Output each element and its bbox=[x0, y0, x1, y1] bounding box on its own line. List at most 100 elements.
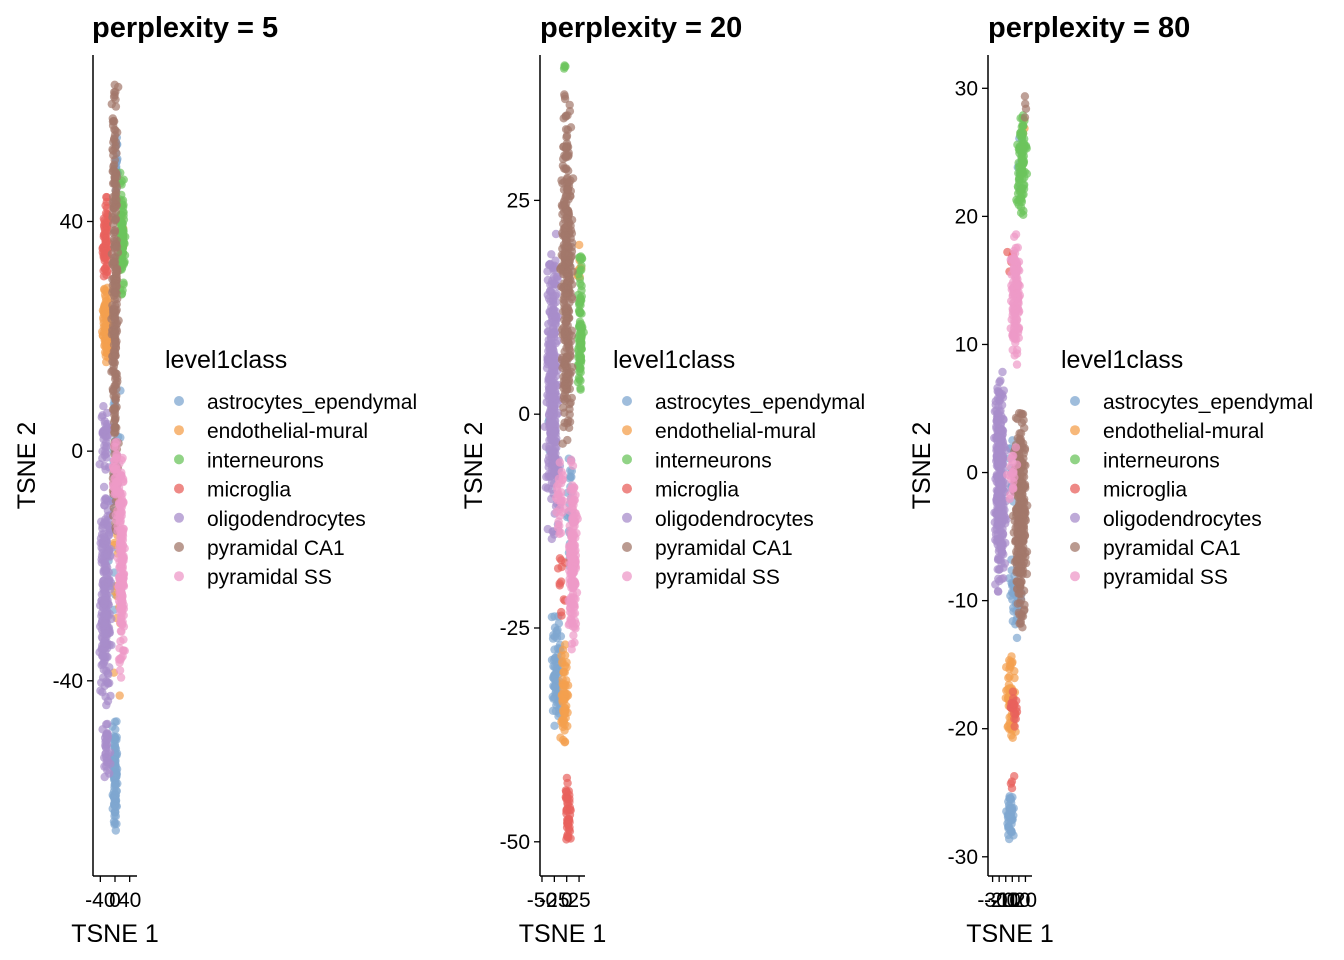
y-tick-label: -20 bbox=[948, 718, 978, 741]
point-pyramidal-ss bbox=[555, 529, 564, 539]
point-oligodendrocytes bbox=[545, 259, 555, 269]
point-astrocytes-ependymal bbox=[112, 819, 121, 829]
point-interneurons bbox=[119, 278, 128, 287]
point-pyramidal-ss bbox=[564, 620, 573, 630]
point-pyramidal-ss bbox=[567, 554, 577, 563]
point-oligodendrocytes bbox=[544, 294, 554, 303]
point-pyramidal-ca1 bbox=[563, 221, 573, 230]
point-pyramidal-ss bbox=[1011, 443, 1021, 452]
point-pyramidal-ca1 bbox=[108, 405, 118, 414]
point-astrocytes-ependymal bbox=[111, 780, 121, 790]
legend: level1class astrocytes_ependymal endotheli… bbox=[165, 346, 417, 589]
y-tick-label: 0 bbox=[518, 403, 530, 426]
point-pyramidal-ca1 bbox=[107, 249, 117, 259]
point-pyramidal-ca1 bbox=[110, 279, 120, 288]
point-pyramidal-ss bbox=[567, 639, 577, 648]
point-endothelial-mural bbox=[560, 703, 569, 713]
legend-key bbox=[622, 512, 632, 523]
point-pyramidal-ss bbox=[112, 465, 122, 474]
point-microglia bbox=[562, 787, 571, 796]
point-pyramidal-ca1 bbox=[1018, 518, 1027, 528]
legend-label: microglia bbox=[207, 479, 291, 502]
point-oligodendrocytes bbox=[996, 444, 1005, 454]
legend-label: astrocytes_ependymal bbox=[655, 391, 865, 414]
legend-label: oligodendrocytes bbox=[1103, 508, 1262, 531]
point-pyramidal-ss bbox=[570, 578, 579, 587]
point-pyramidal-ca1 bbox=[562, 205, 571, 215]
legend-label: interneurons bbox=[655, 449, 772, 472]
x-axis-label: TSNE 1 bbox=[71, 920, 159, 948]
legend-label: pyramidal CA1 bbox=[655, 537, 793, 560]
point-oligodendrocytes bbox=[547, 534, 556, 544]
point-pyramidal-ss bbox=[1009, 477, 1018, 487]
point-oligodendrocytes bbox=[102, 720, 111, 729]
point-pyramidal-ca1 bbox=[110, 125, 119, 134]
point-endothelial-mural bbox=[99, 319, 108, 328]
legend-key bbox=[1070, 425, 1080, 436]
point-pyramidal-ss bbox=[1011, 338, 1020, 347]
point-pyramidal-ca1 bbox=[564, 178, 574, 187]
x-tick-label: -25 bbox=[539, 889, 569, 912]
point-pyramidal-ca1 bbox=[563, 185, 573, 194]
point-pyramidal-ca1 bbox=[110, 348, 120, 357]
point-endothelial-mural bbox=[558, 657, 567, 666]
point-pyramidal-ca1 bbox=[1019, 460, 1029, 469]
point-interneurons bbox=[575, 307, 584, 316]
y-tick-label: 40 bbox=[60, 210, 83, 233]
point-pyramidal-ss bbox=[1012, 315, 1022, 324]
panel-title: perplexity = 20 bbox=[540, 12, 742, 44]
point-pyramidal-ss bbox=[567, 541, 577, 551]
point-oligodendrocytes bbox=[103, 563, 112, 572]
point-pyramidal-ca1 bbox=[563, 268, 572, 277]
point-pyramidal-ca1 bbox=[1014, 540, 1023, 549]
legend-key bbox=[174, 396, 184, 406]
point-microglia bbox=[102, 193, 112, 202]
point-pyramidal-ca1 bbox=[1020, 510, 1029, 519]
y-axis-label: TSNE 2 bbox=[908, 422, 936, 510]
legend: level1class astrocytes_ependymal endotheli… bbox=[1061, 346, 1313, 589]
point-pyramidal-ca1 bbox=[108, 357, 118, 367]
x-tick-label: -10 bbox=[991, 889, 1021, 912]
point-oligodendrocytes bbox=[103, 425, 112, 434]
point-pyramidal-ss bbox=[570, 616, 580, 625]
point-astrocytes-ependymal bbox=[550, 721, 559, 730]
point-pyramidal-ss bbox=[568, 504, 577, 513]
legend-label: pyramidal SS bbox=[207, 566, 332, 589]
point-microglia bbox=[555, 579, 564, 588]
point-pyramidal-ca1 bbox=[110, 117, 119, 126]
point-pyramidal-ss bbox=[569, 518, 578, 527]
point-pyramidal-ca1 bbox=[110, 288, 119, 297]
point-oligodendrocytes bbox=[544, 410, 554, 419]
panel-title: perplexity = 80 bbox=[988, 12, 1190, 44]
legend-key bbox=[174, 571, 184, 582]
point-pyramidal-ss bbox=[115, 644, 124, 653]
point-pyramidal-ca1 bbox=[111, 95, 120, 104]
point-pyramidal-ss bbox=[1008, 484, 1017, 493]
point-pyramidal-ca1 bbox=[562, 285, 571, 295]
point-oligodendrocytes bbox=[101, 465, 110, 474]
point-oligodendrocytes bbox=[547, 371, 556, 381]
point-oligodendrocytes bbox=[101, 494, 110, 503]
point-pyramidal-ss bbox=[569, 533, 578, 542]
point-pyramidal-ca1 bbox=[562, 133, 571, 142]
point-pyramidal-ca1 bbox=[111, 266, 120, 276]
legend-key bbox=[622, 571, 632, 582]
point-interneurons bbox=[576, 383, 585, 393]
point-endothelial-mural bbox=[1010, 673, 1019, 683]
point-microglia bbox=[1010, 714, 1019, 724]
panel-title: perplexity = 5 bbox=[92, 12, 278, 44]
point-pyramidal-ca1 bbox=[1016, 436, 1025, 445]
point-oligodendrocytes bbox=[544, 319, 553, 329]
point-pyramidal-ca1 bbox=[565, 100, 574, 110]
legend-label: pyramidal SS bbox=[1103, 566, 1228, 589]
y-axis-label: TSNE 2 bbox=[13, 422, 41, 510]
point-pyramidal-ca1 bbox=[1017, 499, 1026, 508]
point-pyramidal-ss bbox=[116, 673, 126, 682]
point-endothelial-mural bbox=[559, 715, 568, 725]
point-astrocytes-ependymal bbox=[552, 633, 562, 643]
point-pyramidal-ca1 bbox=[1016, 409, 1026, 418]
point-pyramidal-ca1 bbox=[108, 386, 118, 396]
point-pyramidal-ss bbox=[111, 438, 120, 447]
point-oligodendrocytes bbox=[545, 418, 555, 428]
point-pyramidal-ca1 bbox=[112, 242, 122, 252]
